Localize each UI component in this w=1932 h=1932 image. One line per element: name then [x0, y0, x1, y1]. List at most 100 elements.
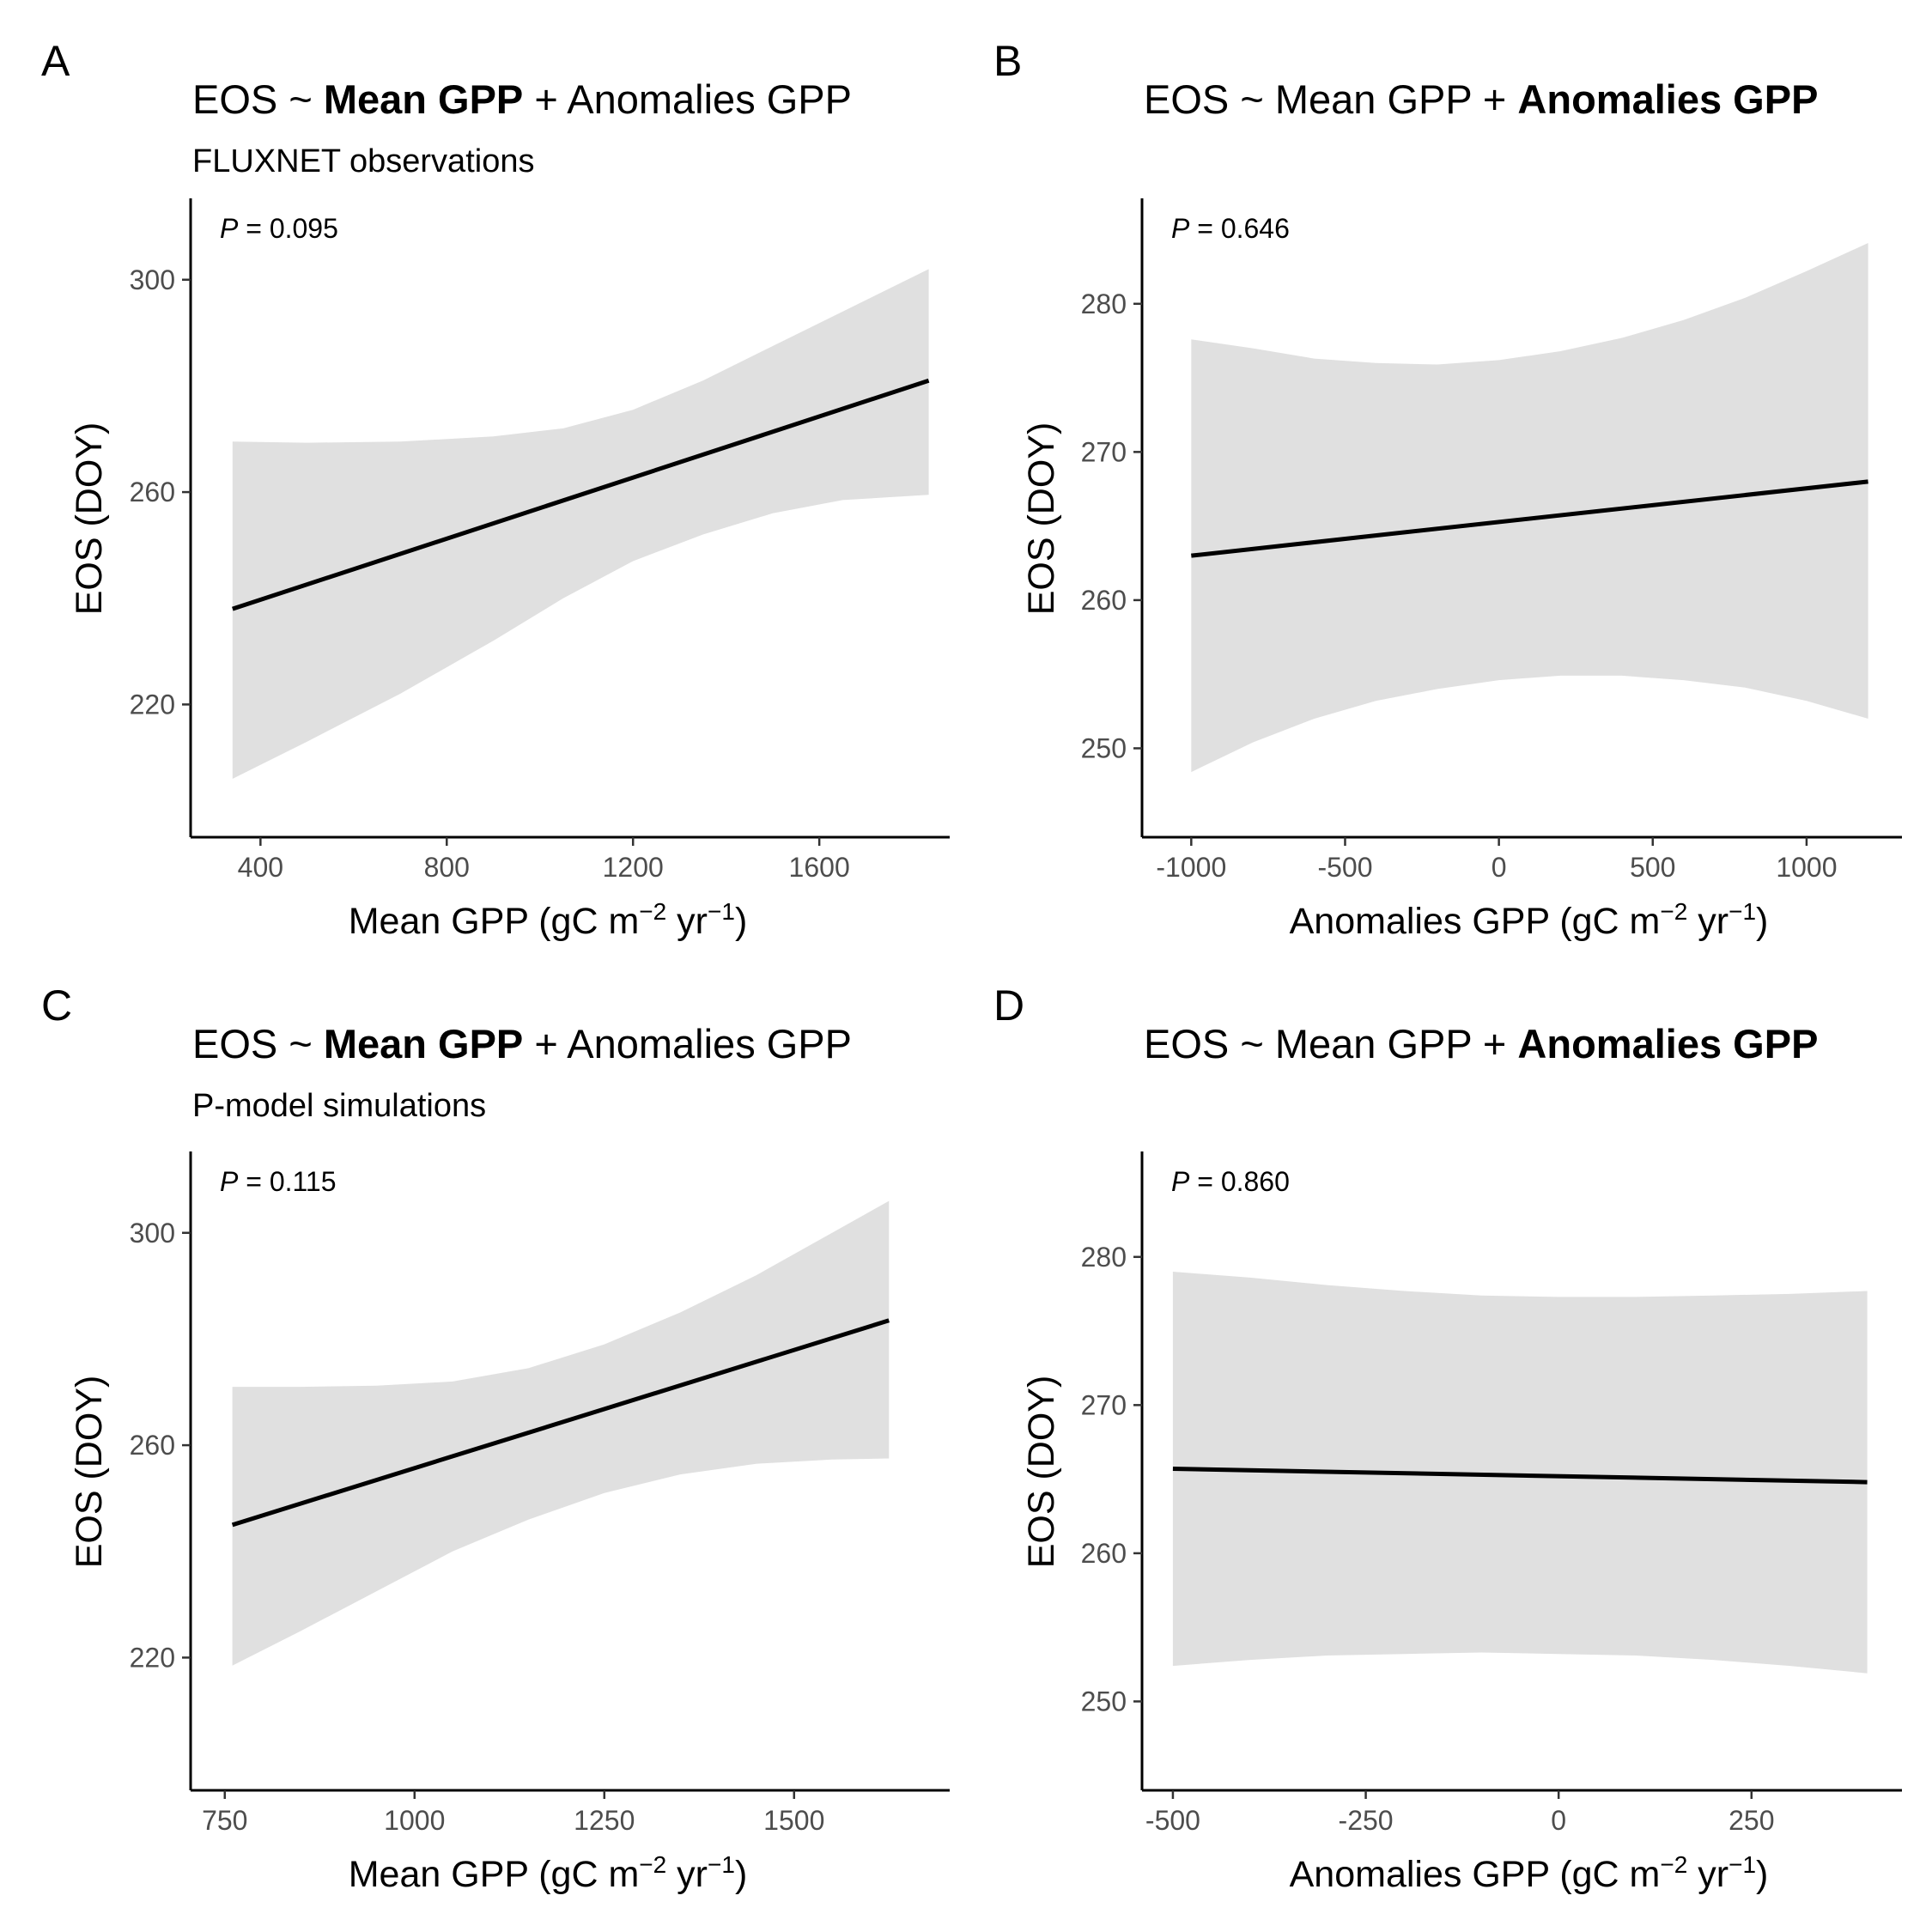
title-part: + Anomalies GPP — [523, 1021, 852, 1066]
p-value-annotation: P = 0.115 — [220, 1166, 337, 1197]
y-tick-label: 270 — [1081, 1389, 1127, 1420]
x-tick-label: 1000 — [384, 1805, 445, 1836]
chart-svg: D EOS ~ Mean GPP + Anomalies GPP -500 -25… — [993, 981, 1902, 1895]
chart-svg: B EOS ~ Mean GPP + Anomalies GPP -1000 -5… — [993, 37, 1902, 942]
p-value-annotation: P = 0.646 — [1171, 213, 1290, 244]
xlabel-part: yr — [1687, 901, 1728, 942]
title-part: EOS ~ — [192, 76, 324, 122]
title-part: EOS ~ — [192, 1021, 324, 1066]
x-tick-label: 0 — [1551, 1805, 1566, 1836]
y-tick-label: 260 — [130, 1430, 175, 1461]
y-tick-label: 270 — [1081, 436, 1127, 467]
p-value-text: = 0.095 — [238, 213, 338, 244]
p-italic: P — [220, 1166, 239, 1197]
xlabel-part: Mean GPP (gC m — [349, 1854, 640, 1895]
x-tick-label: 1200 — [603, 852, 664, 883]
confidence-ribbon — [1172, 1272, 1868, 1674]
p-value-text: = 0.860 — [1189, 1166, 1290, 1197]
x-tick-label: 800 — [424, 852, 470, 883]
y-tick-label: 260 — [130, 477, 175, 507]
panel-title: EOS ~ Mean GPP + Anomalies GPP — [1144, 76, 1818, 122]
x-axis-title: Mean GPP (gC m−2 yr−1) — [349, 898, 748, 942]
p-italic: P — [220, 213, 239, 244]
xlabel-part: yr — [1687, 1854, 1728, 1895]
confidence-ribbon — [232, 1200, 890, 1666]
title-part: EOS ~ Mean GPP + — [1144, 1021, 1517, 1066]
x-tick-label: 1000 — [1776, 852, 1837, 883]
xlabel-part: ) — [1756, 1854, 1768, 1895]
x-axis-title: Anomalies GPP (gC m−2 yr−1) — [1290, 1851, 1769, 1895]
x-tick-label: 750 — [202, 1805, 247, 1836]
panel-title: EOS ~ Mean GPP + Anomalies GPP — [192, 1021, 852, 1066]
panel-subtitle: FLUXNET observations — [192, 143, 534, 179]
x-tick-label: -250 — [1339, 1805, 1394, 1836]
xlabel-part: Anomalies GPP (gC m — [1290, 1854, 1661, 1895]
panel-subtitle: P-model simulations — [192, 1088, 486, 1124]
xlabel-sup: −2 — [1660, 1851, 1687, 1878]
x-tick-label: -500 — [1145, 1805, 1200, 1836]
x-tick-label: -500 — [1317, 852, 1372, 883]
y-tick-label: 250 — [1081, 732, 1127, 763]
x-tick-label: 250 — [1728, 1805, 1774, 1836]
xlabel-part: Anomalies GPP (gC m — [1290, 901, 1661, 942]
p-value-text: = 0.115 — [238, 1166, 336, 1197]
plot-area: 750 1000 1250 1500 220 260 300 P = 0.115 — [130, 1151, 950, 1836]
title-part: EOS ~ Mean GPP + — [1144, 76, 1517, 122]
y-axis-title: EOS (DOY) — [69, 422, 110, 616]
x-axis-title: Anomalies GPP (gC m−2 yr−1) — [1290, 898, 1769, 942]
y-tick-label: 300 — [130, 264, 175, 295]
title-part: Anomalies GPP — [1517, 1021, 1818, 1066]
plot-area: 400 800 1200 1600 220 260 300 P = 0.095 — [130, 198, 950, 883]
title-part: + Anomalies GPP — [523, 76, 852, 122]
y-tick-label: 280 — [1081, 1242, 1127, 1273]
xlabel-part: ) — [735, 901, 747, 942]
chart-svg: A EOS ~ Mean GPP + Anomalies GPP FLUXNET… — [41, 37, 950, 942]
p-value-text: = 0.646 — [1189, 213, 1290, 244]
xlabel-sup: −1 — [708, 898, 735, 925]
chart-svg: C EOS ~ Mean GPP + Anomalies GPP P-model… — [41, 981, 950, 1895]
y-axis-title: EOS (DOY) — [1021, 1376, 1062, 1569]
y-tick-label: 260 — [1081, 585, 1127, 616]
regression-line — [1172, 1467, 1868, 1485]
panel-a: A EOS ~ Mean GPP + Anomalies GPP FLUXNET… — [0, 0, 966, 966]
x-tick-label: 400 — [238, 852, 283, 883]
y-axis-title: EOS (DOY) — [1021, 422, 1062, 616]
xlabel-part: ) — [735, 1854, 747, 1895]
panel-letter: C — [41, 981, 72, 1030]
y-tick-label: 250 — [1081, 1686, 1127, 1716]
x-tick-label: 1500 — [763, 1805, 824, 1836]
panel-b: B EOS ~ Mean GPP + Anomalies GPP -1000 -5… — [966, 0, 1932, 966]
panel-letter: D — [993, 981, 1024, 1030]
y-tick-label: 260 — [1081, 1538, 1127, 1569]
xlabel-part: yr — [666, 1854, 708, 1895]
title-part: Mean GPP — [324, 76, 523, 122]
xlabel-part: Mean GPP (gC m — [349, 901, 640, 942]
y-axis-title: EOS (DOY) — [69, 1376, 110, 1569]
regression-line — [231, 1318, 890, 1528]
x-tick-label: 1600 — [789, 852, 850, 883]
panel-letter: A — [41, 37, 70, 85]
panel-title: EOS ~ Mean GPP + Anomalies GPP — [192, 76, 852, 122]
y-tick-label: 220 — [130, 1642, 175, 1673]
y-tick-label: 220 — [130, 689, 175, 720]
x-tick-label: -1000 — [1156, 852, 1226, 883]
y-tick-label: 280 — [1081, 289, 1127, 319]
p-value-annotation: P = 0.860 — [1171, 1166, 1290, 1197]
regression-line — [1191, 479, 1868, 558]
x-tick-label: 0 — [1492, 852, 1507, 883]
xlabel-sup: −1 — [708, 1851, 735, 1878]
x-tick-label: 1250 — [574, 1805, 635, 1836]
confidence-ribbon — [1191, 243, 1868, 773]
regression-line — [232, 378, 930, 611]
xlabel-sup: −1 — [1728, 1851, 1756, 1878]
xlabel-sup: −2 — [1660, 898, 1687, 925]
confidence-ribbon — [232, 269, 929, 779]
panel-c: C EOS ~ Mean GPP + Anomalies GPP P-model… — [0, 966, 966, 1932]
p-value-annotation: P = 0.095 — [220, 213, 338, 244]
y-tick-label: 300 — [130, 1218, 175, 1249]
plot-area: -1000 -500 0 500 1000 250 260 270 280 P = 0.646 — [1081, 198, 1902, 883]
xlabel-sup: −1 — [1728, 898, 1756, 925]
xlabel-sup: −2 — [639, 898, 666, 925]
title-part: Anomalies GPP — [1517, 76, 1818, 122]
x-axis-title: Mean GPP (gC m−2 yr−1) — [349, 1851, 748, 1895]
